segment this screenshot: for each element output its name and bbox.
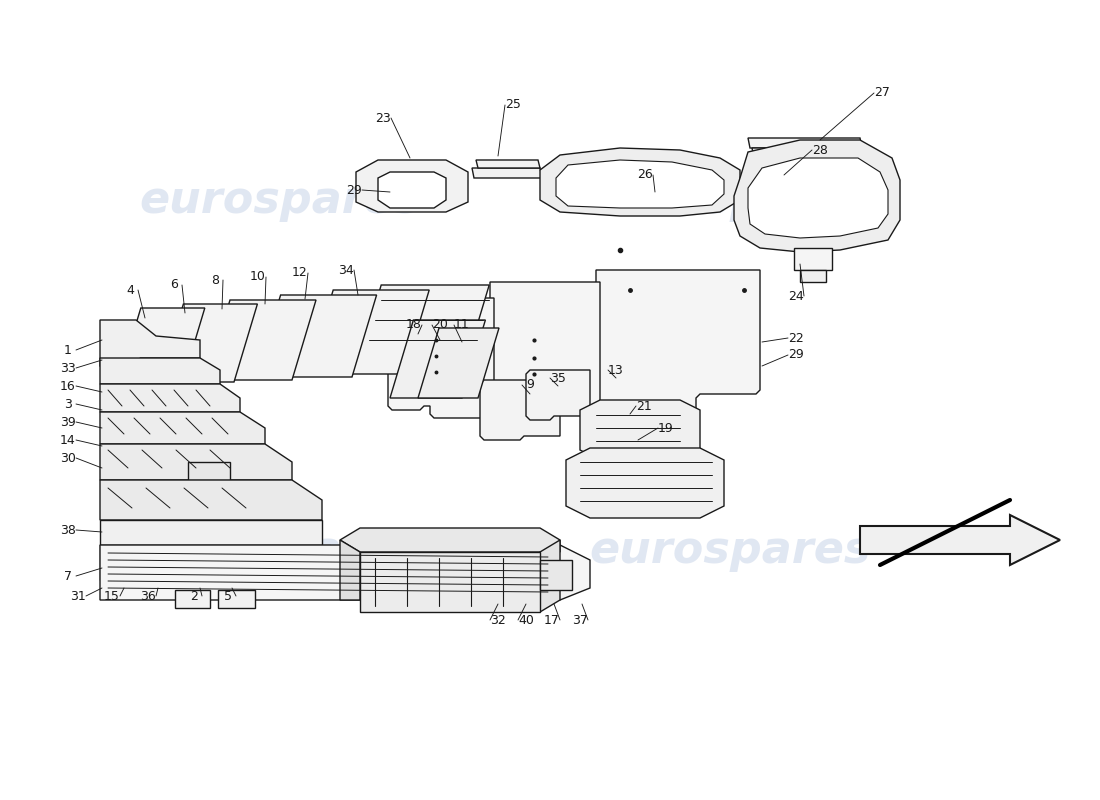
Polygon shape [188,462,230,480]
Polygon shape [388,298,494,418]
Polygon shape [175,590,210,608]
Polygon shape [206,300,316,380]
Text: 29: 29 [346,183,362,197]
Polygon shape [100,358,220,384]
Text: 22: 22 [788,331,804,345]
Polygon shape [596,270,760,414]
Text: 39: 39 [60,415,76,429]
Text: 23: 23 [375,111,390,125]
Polygon shape [748,138,862,148]
Polygon shape [360,552,540,612]
Polygon shape [356,160,468,212]
Polygon shape [356,285,490,369]
Text: eurospares: eurospares [140,178,420,222]
Text: 5: 5 [224,590,232,602]
Text: 21: 21 [636,399,652,413]
Text: 1: 1 [64,343,72,357]
Polygon shape [218,590,255,608]
Polygon shape [390,192,432,208]
Text: 4: 4 [126,283,134,297]
Text: 35: 35 [550,371,565,385]
Polygon shape [540,540,560,612]
Polygon shape [794,248,832,270]
Text: 38: 38 [60,523,76,537]
Polygon shape [100,444,292,480]
Text: 30: 30 [60,451,76,465]
Polygon shape [340,528,560,552]
Polygon shape [800,270,826,282]
Text: 3: 3 [64,398,72,410]
Polygon shape [540,560,572,590]
Polygon shape [566,448,724,518]
Text: 2: 2 [190,590,198,602]
Polygon shape [378,172,446,208]
Polygon shape [472,168,542,178]
Polygon shape [398,178,440,192]
Text: 20: 20 [432,318,448,331]
Text: 28: 28 [812,143,828,157]
Polygon shape [580,400,700,460]
Text: 17: 17 [544,614,560,626]
Text: 24: 24 [788,290,804,302]
Polygon shape [490,282,600,414]
Polygon shape [752,148,860,158]
Polygon shape [100,320,200,370]
Text: 29: 29 [788,349,804,362]
Text: 26: 26 [637,169,653,182]
Text: 32: 32 [491,614,506,626]
Text: 14: 14 [60,434,76,446]
Polygon shape [418,328,499,398]
Text: 33: 33 [60,362,76,374]
Text: 12: 12 [293,266,308,279]
Text: eurospares: eurospares [590,529,871,571]
Polygon shape [480,380,560,440]
Text: 25: 25 [505,98,521,111]
Polygon shape [308,290,429,374]
Polygon shape [100,480,322,520]
Polygon shape [100,545,330,580]
Text: 34: 34 [338,263,354,277]
Text: 40: 40 [518,614,534,626]
Text: 10: 10 [250,270,266,283]
Polygon shape [100,545,590,600]
Text: eurospares: eurospares [590,178,871,222]
Polygon shape [100,384,240,412]
Text: 6: 6 [170,278,178,291]
Polygon shape [526,370,590,420]
Text: 19: 19 [658,422,674,434]
Text: 7: 7 [64,570,72,582]
Text: 8: 8 [211,274,219,286]
Text: 31: 31 [70,590,86,602]
Text: 16: 16 [60,379,76,393]
Text: 15: 15 [104,590,120,602]
Text: 27: 27 [874,86,890,99]
Polygon shape [100,520,322,545]
Text: 13: 13 [608,363,624,377]
Polygon shape [118,308,205,384]
FancyArrow shape [860,515,1060,565]
Text: eurospares: eurospares [140,529,420,571]
Polygon shape [476,160,540,168]
Polygon shape [340,540,360,600]
Text: 11: 11 [454,318,470,331]
Polygon shape [390,320,485,398]
Polygon shape [734,140,900,252]
Text: 37: 37 [572,614,587,626]
Text: 18: 18 [406,318,422,331]
Text: 36: 36 [140,590,156,602]
Polygon shape [748,158,888,238]
Polygon shape [256,295,376,377]
Text: 9: 9 [526,378,534,391]
Polygon shape [160,304,257,382]
Polygon shape [540,148,740,216]
Polygon shape [100,412,265,444]
Polygon shape [556,160,724,208]
